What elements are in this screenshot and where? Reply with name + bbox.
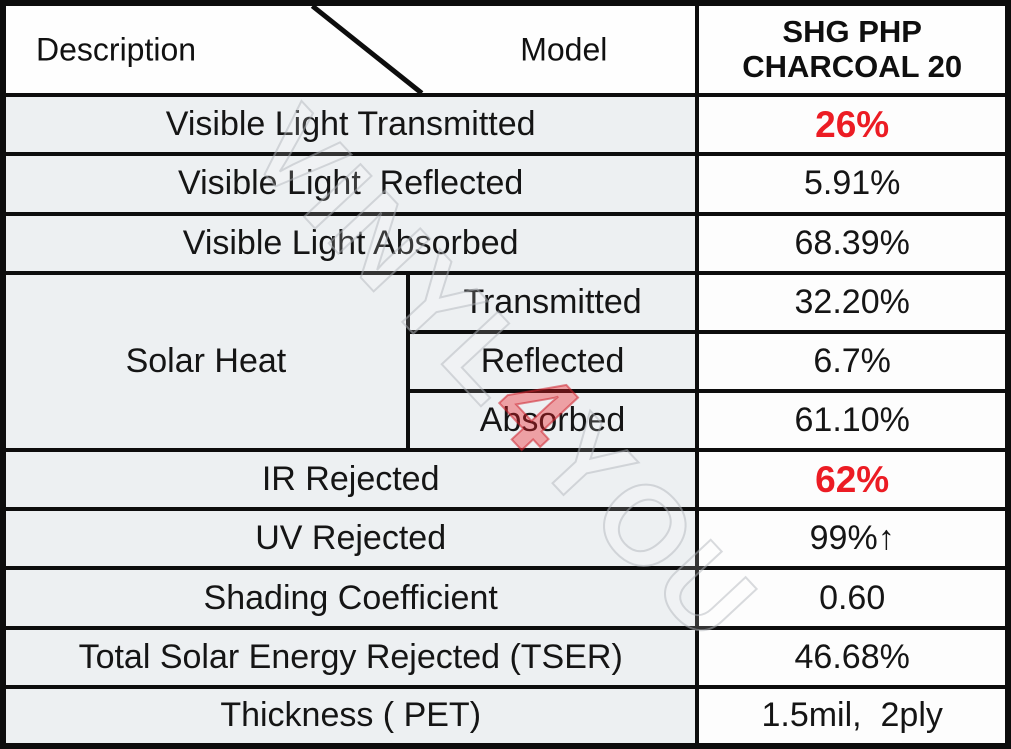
- table-row: Visible Light Transmitted 26%: [0, 93, 1010, 157]
- table-row: IR Rejected 62%: [0, 448, 1010, 512]
- label-solar-heat: Solar Heat: [1, 270, 410, 453]
- label-shading-coefficient: Shading Coefficient: [0, 566, 700, 630]
- label-thickness: Thickness ( PET): [0, 684, 700, 749]
- label-visible-light-absorbed: Visible Light Absorbed: [0, 211, 700, 275]
- label-solar-heat-absorbed: Absorbed: [405, 389, 700, 453]
- value-visible-light-absorbed: 68.39%: [695, 211, 1010, 275]
- header-row: Description Model SHG PHP CHARCOAL 20: [0, 0, 1010, 98]
- description-model-header-cell: Description Model: [0, 0, 700, 98]
- table-row: Reflected 6.7%: [3, 329, 1010, 394]
- label-solar-heat-transmitted: Transmitted: [405, 270, 700, 334]
- value-tser: 46.68%: [695, 625, 1010, 689]
- label-solar-heat-reflected: Reflected: [405, 329, 700, 394]
- value-visible-light-transmitted: 26%: [695, 93, 1010, 157]
- label-visible-light-transmitted: Visible Light Transmitted: [0, 93, 700, 157]
- diagonal-divider-line: [310, 7, 424, 92]
- value-shading-coefficient: 0.60: [695, 566, 1010, 630]
- table-row: Solar Heat Transmitted 32.20%: [1, 270, 1010, 453]
- value-solar-heat-absorbed: 61.10%: [695, 389, 1010, 453]
- label-ir-rejected: IR Rejected: [0, 448, 700, 512]
- table-row: Absorbed 61.10%: [3, 389, 1010, 453]
- value-solar-heat-transmitted: 32.20%: [695, 270, 1010, 334]
- table-row: Visible Light Reflected 5.91%: [0, 152, 1010, 216]
- description-header-label: Description: [36, 31, 197, 68]
- value-thickness: 1.5mil, 2ply: [695, 684, 1010, 749]
- model-name-line1: SHG PHP: [782, 13, 922, 49]
- table-row: Total Solar Energy Rejected (TSER) 46.68…: [0, 625, 1010, 689]
- table-row: Shading Coefficient 0.60: [0, 566, 1010, 630]
- model-name-cell: SHG PHP CHARCOAL 20: [695, 0, 1010, 98]
- model-name-line2: CHARCOAL 20: [742, 48, 963, 84]
- label-uv-rejected: UV Rejected: [0, 507, 700, 571]
- value-visible-light-reflected: 5.91%: [695, 152, 1010, 216]
- model-header-label: Model: [520, 31, 608, 68]
- label-tser: Total Solar Energy Rejected (TSER): [0, 625, 700, 689]
- value-uv-rejected: 99%↑: [695, 507, 1010, 571]
- table-row: Visible Light Absorbed 68.39%: [0, 211, 1010, 275]
- table-row: Thickness ( PET) 1.5mil, 2ply: [0, 684, 1010, 749]
- value-solar-heat-reflected: 6.7%: [695, 329, 1010, 394]
- value-ir-rejected: 62%: [695, 448, 1010, 512]
- label-visible-light-reflected: Visible Light Reflected: [0, 152, 700, 216]
- table-row: UV Rejected 99%↑: [0, 507, 1010, 571]
